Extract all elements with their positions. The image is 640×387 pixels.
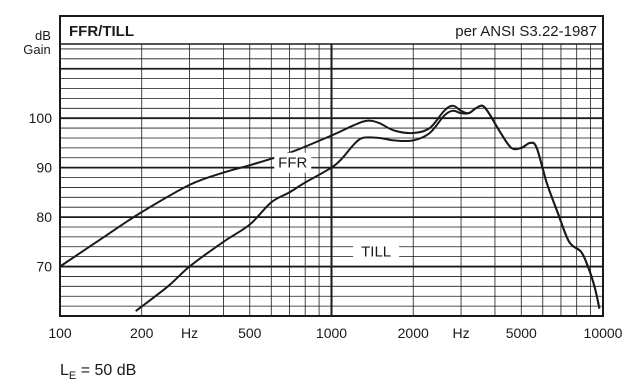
x-axis-unit-label: Hz: [181, 325, 198, 341]
x-axis-ticks: 100 200 500 1000 2000 5000 10000 Hz Hz: [48, 325, 622, 341]
series-label-till: TILL: [361, 244, 391, 261]
series-annotations: FFR TILL: [274, 152, 400, 262]
input-level-note: LE = 50 dB: [60, 362, 136, 382]
grid: [60, 44, 603, 316]
annotation-bg: [353, 241, 400, 262]
x-tick-label: 500: [238, 325, 262, 341]
x-tick-label: 200: [130, 325, 154, 341]
x-tick-label: 2000: [398, 325, 429, 341]
x-tick-label: 1000: [316, 325, 347, 341]
input-level-subscript: E: [68, 370, 77, 383]
chart-subtitle: per ANSI S3.22-1987: [455, 23, 597, 40]
y-axis-ticks: 70 80 90 100: [29, 110, 53, 274]
x-axis-unit-label: Hz: [452, 325, 469, 341]
x-tick-label: 100: [48, 325, 72, 341]
chart-title: FFR/TILL: [69, 23, 134, 40]
annotation-bg: [274, 152, 312, 173]
x-tick-label: 10000: [584, 325, 623, 341]
y-tick-label: 90: [36, 160, 52, 176]
series-line-till: [135, 104, 601, 312]
input-level-symbol: L: [60, 362, 69, 379]
chart-header: FFR/TILL per ANSI S3.22-1987: [60, 23, 603, 45]
x-tick-label: 5000: [506, 325, 537, 341]
chart-frame: [59, 15, 604, 317]
series-lines: [59, 104, 601, 312]
y-axis-label-line1: dB: [35, 28, 51, 43]
series-label-ffr: FFR: [278, 155, 307, 172]
y-axis-label-line2: Gain: [23, 42, 50, 57]
y-tick-label: 70: [36, 259, 52, 275]
y-tick-label: 100: [29, 110, 53, 126]
input-level-value: = 50 dB: [76, 362, 137, 379]
y-tick-label: 80: [36, 209, 52, 225]
